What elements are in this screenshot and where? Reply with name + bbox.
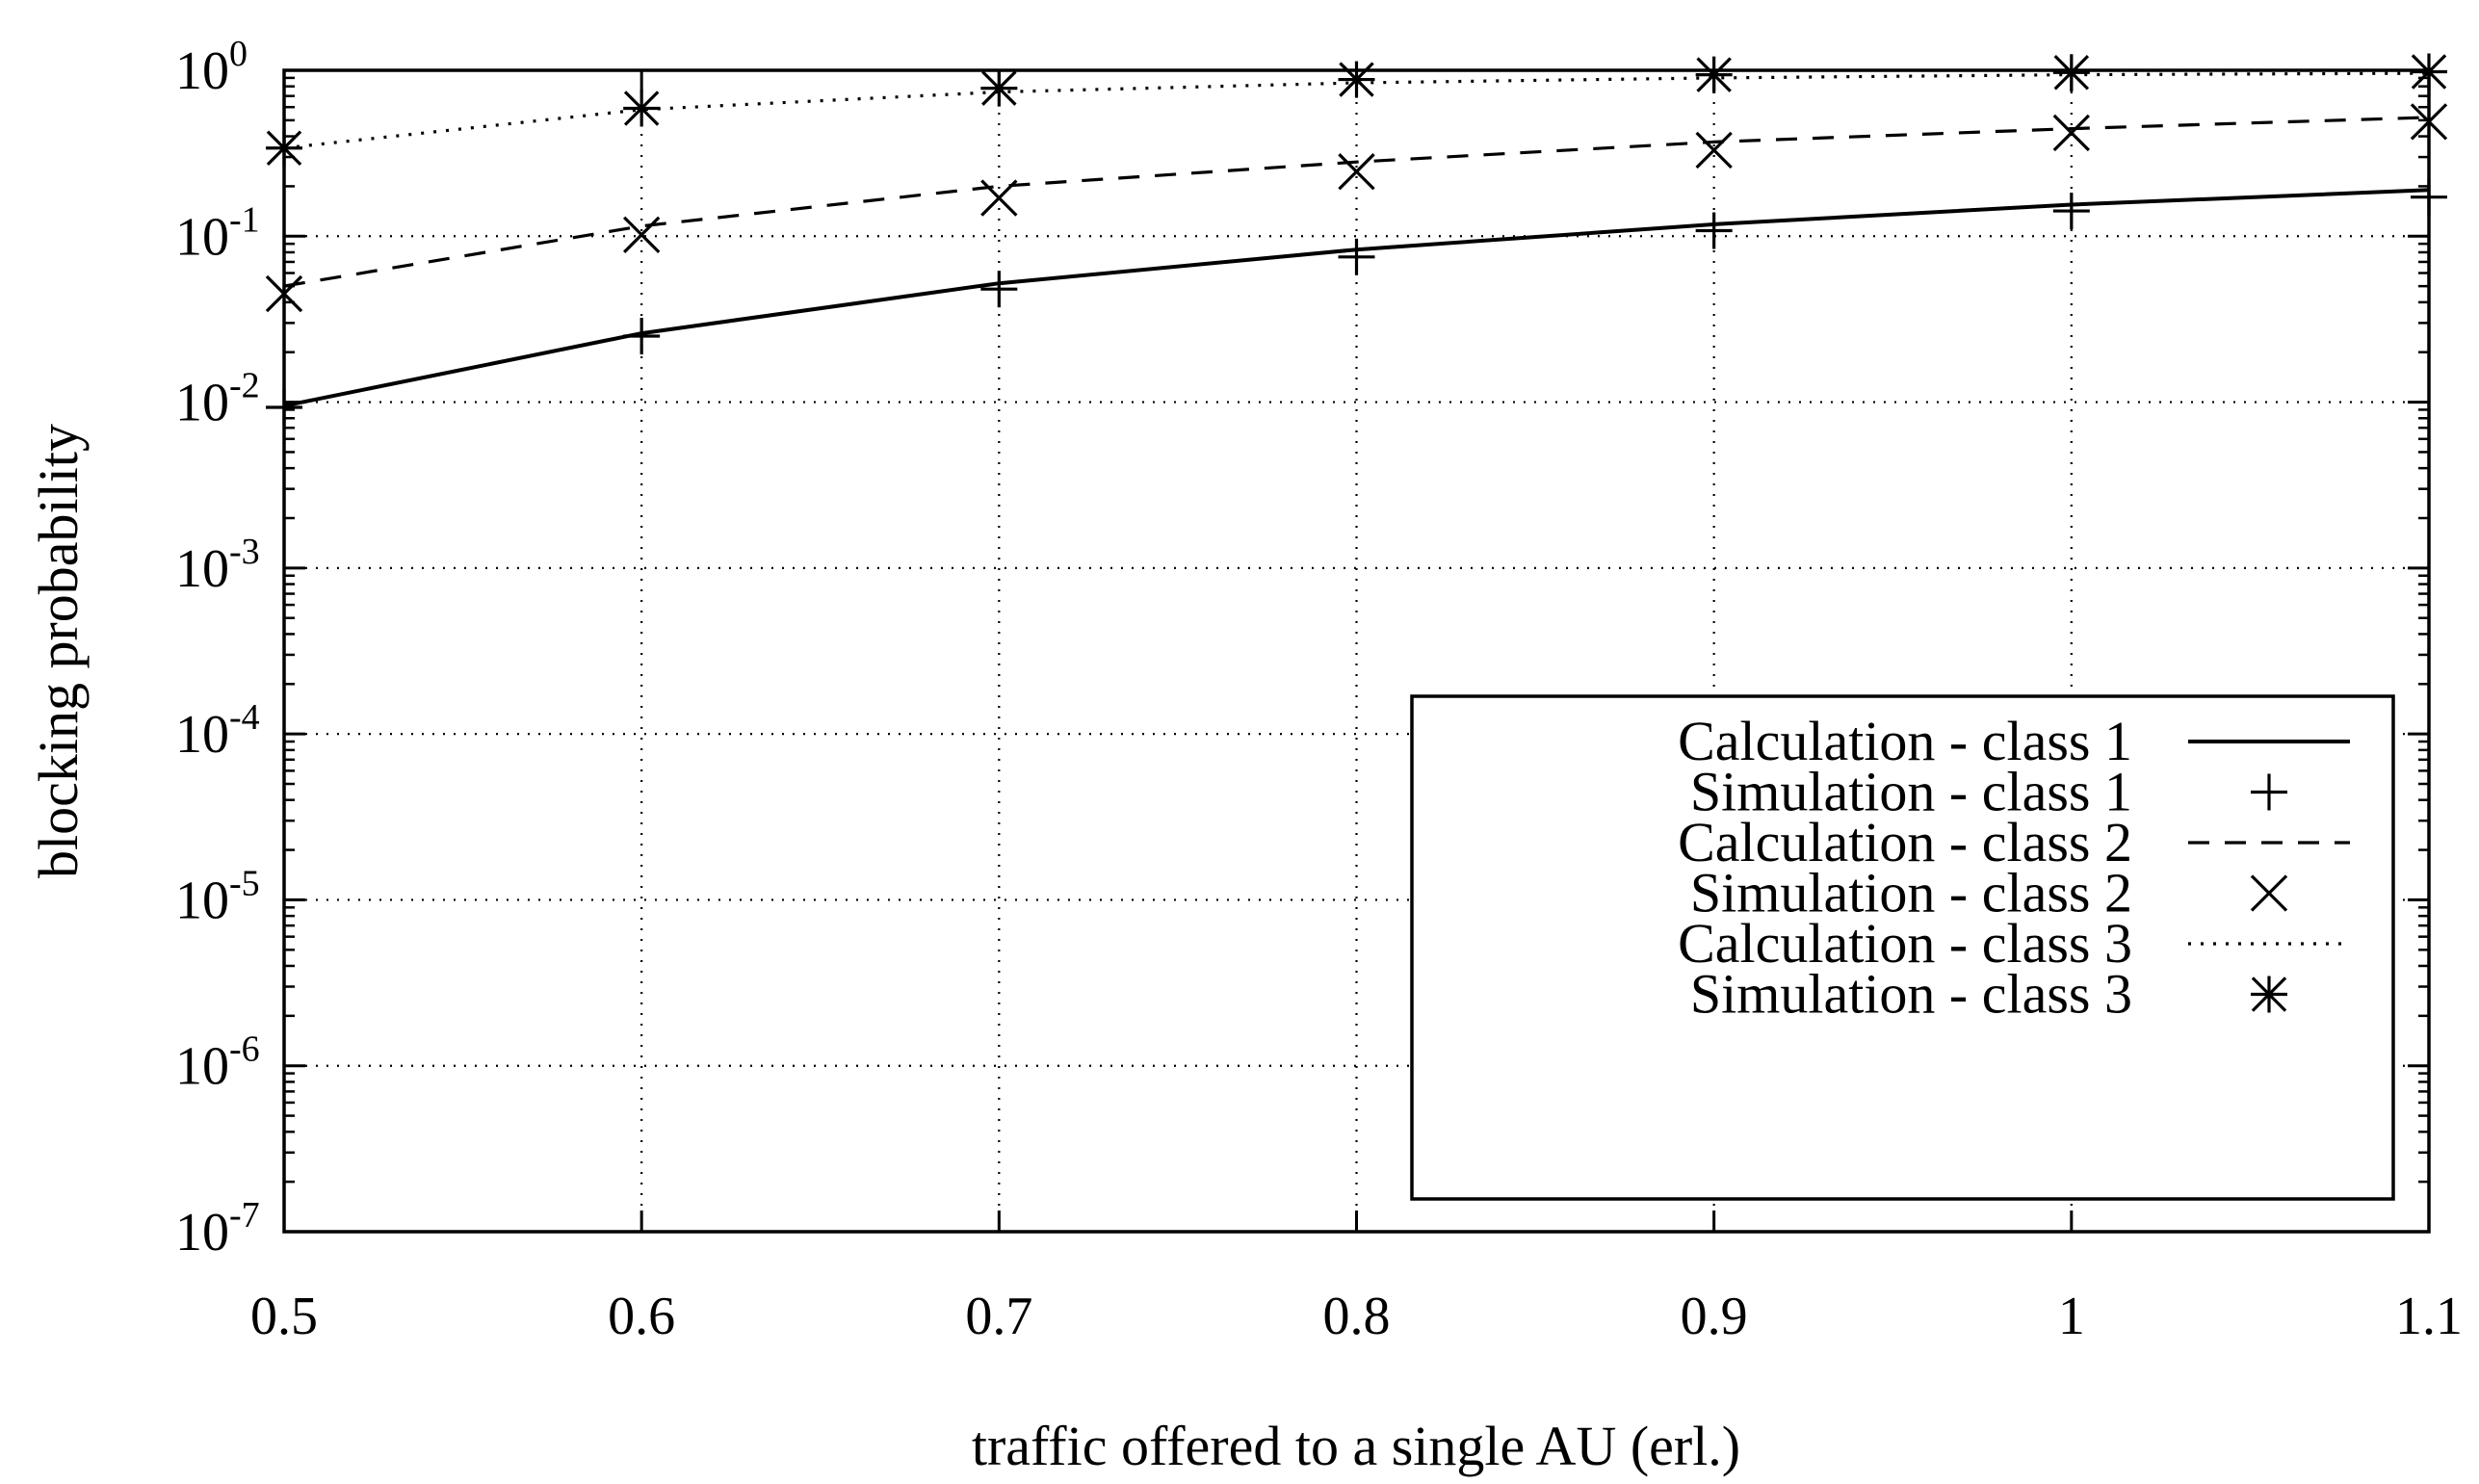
- legend-marker-sample: [2250, 874, 2288, 912]
- series-line: [283, 188, 2430, 408]
- legend-label: Calculation - class 1: [1678, 710, 2132, 772]
- data-point: [980, 179, 1018, 217]
- legend-entry: Simulation - class 2: [1690, 862, 2288, 924]
- legend-marker-sample: [2251, 773, 2287, 811]
- legend-label: Simulation - class 2: [1690, 862, 2132, 924]
- cross-marker-b: [2250, 874, 2288, 912]
- series-1: [283, 188, 2430, 408]
- cross-marker-b: [1338, 153, 1375, 191]
- cross-marker-b: [2052, 114, 2091, 152]
- legend-entry: Simulation - class 3: [1690, 963, 2287, 1026]
- cross-marker-b: [1695, 131, 1733, 169]
- legend-entry: Calculation - class 3: [1678, 912, 2350, 975]
- data-point: [1338, 238, 1375, 275]
- legend-box: [1410, 694, 2395, 1201]
- star-marker-b: [2251, 976, 2287, 1012]
- legend-label: Calculation - class 2: [1678, 811, 2132, 873]
- y-axis-title: blocking probability: [27, 424, 90, 878]
- x-axis-title: traffic offered to a single AU (erl.): [972, 1415, 1740, 1477]
- x-tick-label: 0.5: [250, 1287, 318, 1346]
- data-point: [622, 216, 661, 253]
- x-tick-label: 1: [2058, 1287, 2085, 1346]
- series-4: [265, 103, 2448, 313]
- legend-label: Simulation - class 1: [1690, 761, 2132, 823]
- data-point: [2052, 114, 2091, 152]
- data-point: [623, 90, 661, 127]
- x-tick-label: 0.6: [608, 1287, 675, 1346]
- legend-entry: Calculation - class 1: [1678, 710, 2350, 772]
- data-point: [2052, 193, 2090, 230]
- data-point: [1695, 212, 1733, 249]
- series-line: [283, 116, 2430, 288]
- y-tick-label: 10-6: [175, 1029, 260, 1097]
- legend-entry: Calculation - class 2: [1678, 811, 2350, 873]
- legend-label: Simulation - class 3: [1690, 963, 2132, 1026]
- y-tick-label: 10-3: [175, 532, 260, 599]
- x-tick-label: 0.8: [1323, 1287, 1391, 1346]
- data-point: [980, 271, 1018, 308]
- data-point: [1338, 153, 1375, 191]
- legend-label: Calculation - class 3: [1678, 912, 2132, 975]
- data-point: [623, 318, 661, 355]
- y-tick-label: 10-2: [175, 366, 260, 433]
- y-tick-label: 10-1: [175, 199, 260, 267]
- legend-marker-sample: [2251, 976, 2287, 1013]
- x-tick-label: 0.7: [965, 1287, 1032, 1346]
- data-series: [265, 53, 2448, 427]
- y-tick-label: 10-7: [175, 1195, 260, 1263]
- x-tick-label: 1.1: [2395, 1287, 2463, 1346]
- legend-entry: Simulation - class 1: [1690, 761, 2287, 823]
- cross-marker-b: [622, 216, 661, 253]
- axis-ticks: 0.5 0.6 0.7 0.8 0.9 1 1.1 10-7 10-6 10-5 10-4 10-3 1…: [175, 34, 2463, 1346]
- y-tick-label: 10-4: [175, 697, 260, 765]
- star-marker-b: [623, 91, 660, 126]
- data-point: [1695, 131, 1733, 169]
- series-3: [283, 116, 2430, 288]
- y-tick-label: 10-5: [175, 863, 260, 930]
- cross-marker-b: [980, 179, 1018, 217]
- y-tick-label: 100: [175, 34, 248, 101]
- x-tick-label: 0.9: [1681, 1287, 1748, 1346]
